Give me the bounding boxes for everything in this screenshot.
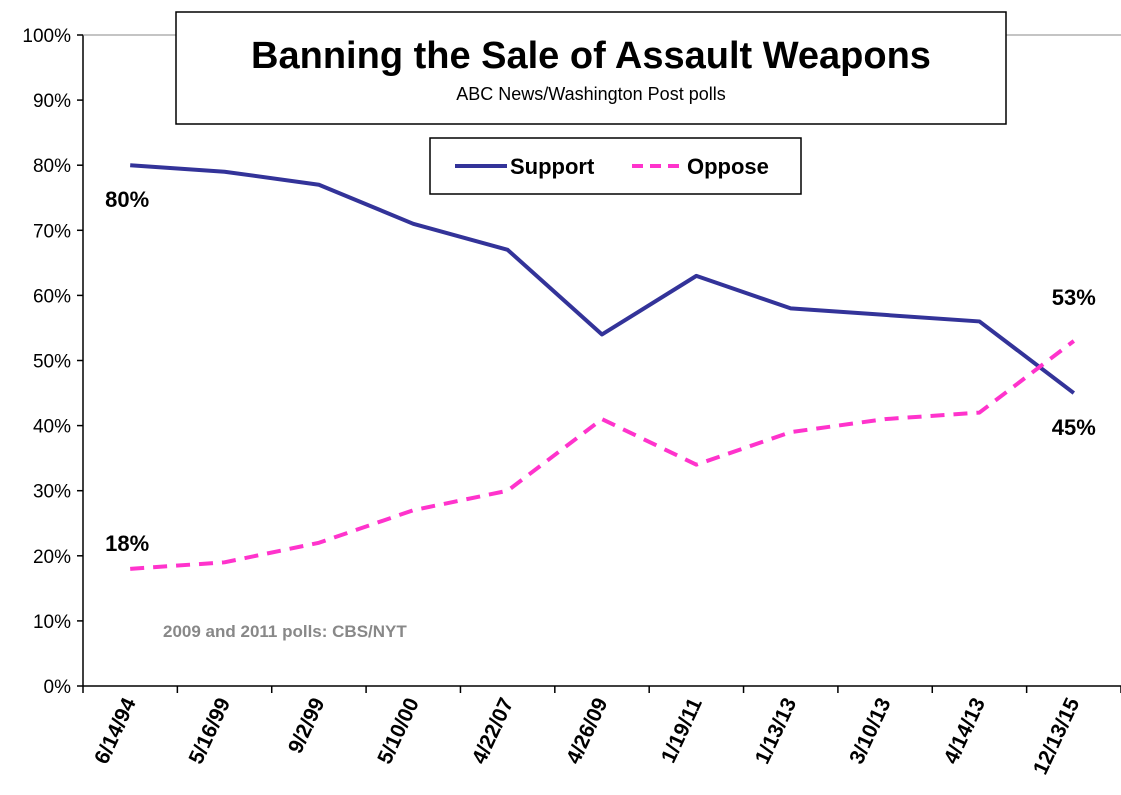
x-tick-label: 1/13/13 bbox=[751, 694, 801, 767]
x-tick-label: 12/13/15 bbox=[1029, 694, 1085, 778]
y-tick-label: 60% bbox=[33, 286, 71, 307]
x-tick-label: 4/22/07 bbox=[468, 694, 518, 767]
data-labels: 80% 18% 53% 45% bbox=[105, 187, 1096, 556]
y-tick-label: 10% bbox=[33, 612, 71, 633]
legend-support-label: Support bbox=[510, 154, 595, 179]
chart-subtitle: ABC News/Washington Post polls bbox=[456, 84, 725, 104]
x-tick-label: 4/14/13 bbox=[940, 694, 990, 767]
chart-title: Banning the Sale of Assault Weapons bbox=[251, 35, 931, 77]
y-tick-label: 80% bbox=[33, 156, 71, 177]
title-box: Banning the Sale of Assault Weapons ABC … bbox=[175, 11, 1007, 125]
x-tick-label: 3/10/13 bbox=[845, 694, 895, 767]
legend-oppose-label: Oppose bbox=[687, 154, 769, 179]
series-lines bbox=[130, 163, 1076, 571]
y-tick-label: 0% bbox=[44, 677, 72, 698]
y-tick-label: 100% bbox=[22, 26, 71, 47]
x-tick-label: 6/14/94 bbox=[90, 694, 141, 768]
data-label-support: 45% bbox=[1052, 415, 1096, 440]
data-label-support: 80% bbox=[105, 187, 149, 212]
x-tick-label: 5/10/00 bbox=[373, 694, 423, 767]
y-tick-label: 50% bbox=[33, 352, 71, 373]
y-tick-label: 30% bbox=[33, 482, 71, 503]
x-tick-label: 9/2/99 bbox=[284, 694, 330, 757]
y-tick-label: 70% bbox=[33, 221, 71, 242]
data-label-oppose: 53% bbox=[1052, 285, 1096, 310]
source-note: 2009 and 2011 polls: CBS/NYT bbox=[163, 622, 407, 641]
y-tick-label: 20% bbox=[33, 547, 71, 568]
y-axis: 0% 10% 20% 30% 40% 50% 60% 70% 80% 90% 100% bbox=[22, 26, 1121, 698]
x-tick-label: 5/16/99 bbox=[185, 694, 235, 767]
series-line-oppose bbox=[130, 339, 1076, 571]
x-tick-label: 1/19/11 bbox=[657, 694, 707, 766]
x-axis: 6/14/94 5/16/99 9/2/99 5/10/00 4/22/07 4/26/0… bbox=[82, 685, 1121, 778]
y-tick-label: 40% bbox=[33, 417, 71, 438]
legend: Support Oppose bbox=[429, 137, 802, 195]
data-label-oppose: 18% bbox=[105, 531, 149, 556]
x-tick-label: 4/26/09 bbox=[562, 694, 612, 767]
series-line-support bbox=[130, 163, 1076, 395]
y-tick-label: 90% bbox=[33, 91, 71, 112]
